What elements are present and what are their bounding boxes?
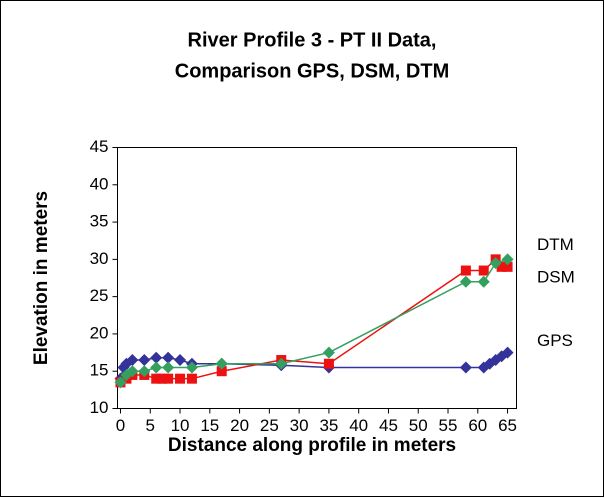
marker (174, 354, 187, 367)
y-tick-label: 40 (90, 174, 109, 193)
marker (138, 354, 151, 367)
marker (162, 361, 175, 374)
plot-area (117, 147, 517, 409)
marker (460, 265, 471, 276)
marker (275, 357, 288, 370)
marker (150, 361, 163, 374)
marker (216, 366, 227, 377)
y-tick-label: 45 (90, 137, 109, 156)
x-tick-label: 10 (171, 416, 190, 435)
marker (175, 373, 186, 384)
y-tick-label: 25 (90, 286, 109, 305)
marker (150, 351, 163, 364)
marker (459, 275, 472, 288)
marker (502, 261, 513, 272)
y-axis-label: Elevation in meters (31, 191, 52, 365)
marker (163, 373, 174, 384)
x-tick-label: 0 (116, 416, 125, 435)
x-tick-label: 30 (290, 416, 309, 435)
marker (126, 365, 139, 378)
marker (151, 373, 162, 384)
marker (478, 265, 489, 276)
y-tick-label: 10 (90, 398, 109, 417)
marker (186, 373, 197, 384)
x-tick-label: 20 (230, 416, 249, 435)
marker (117, 361, 130, 374)
chart-title: Comparison GPS, DSM, DTM (175, 60, 449, 82)
marker (489, 257, 502, 270)
y-tick-label: 30 (90, 249, 109, 268)
marker (501, 253, 514, 266)
marker (323, 358, 334, 369)
x-axis-label: Distance along profile in meters (168, 435, 456, 456)
x-tick-label: 50 (409, 416, 428, 435)
marker (162, 351, 175, 364)
x-tick-label: 60 (468, 416, 487, 435)
x-tick-label: 15 (200, 416, 219, 435)
marker (501, 346, 514, 359)
series-label: GPS (537, 331, 573, 350)
series-label: DSM (537, 267, 575, 286)
marker (114, 376, 127, 389)
x-tick-label: 40 (349, 416, 368, 435)
marker (126, 354, 139, 367)
x-tick-label: 55 (439, 416, 458, 435)
marker (322, 346, 335, 359)
marker (215, 357, 228, 370)
y-tick-label: 20 (90, 323, 109, 342)
x-tick-label: 25 (260, 416, 279, 435)
marker (496, 261, 507, 272)
x-tick-label: 45 (379, 416, 398, 435)
marker (138, 365, 151, 378)
y-tick-label: 15 (90, 361, 109, 380)
x-tick-label: 65 (498, 416, 517, 435)
marker (459, 361, 472, 374)
x-tick-label: 35 (319, 416, 338, 435)
marker (157, 373, 168, 384)
x-tick-label: 5 (146, 416, 155, 435)
marker (185, 361, 198, 374)
marker (477, 275, 490, 288)
y-tick-label: 35 (90, 212, 109, 231)
series-label: DTM (537, 235, 574, 254)
chart-title: River Profile 3 - PT II Data, (188, 29, 437, 51)
